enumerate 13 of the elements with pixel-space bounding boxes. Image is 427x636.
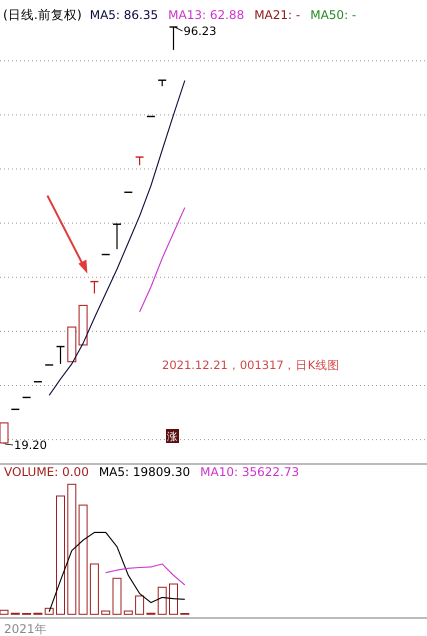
annotation: 2021.12.21，001317，日K线图: [162, 358, 340, 372]
legend-item: MA13: 62.88: [168, 8, 244, 22]
legend-item: MA21: -: [254, 8, 300, 22]
legend-item: VOLUME: 0.00: [4, 465, 89, 479]
chart-title: (日线.前复权): [3, 7, 82, 22]
legend-item: MA5: 86.35: [90, 8, 158, 22]
annotation: 涨: [167, 431, 178, 443]
legend-item: MA10: 35622.73: [200, 465, 300, 479]
annotation: 96.23: [184, 24, 216, 38]
legend-item: MA50: -: [310, 8, 356, 22]
x-axis-title: 2021年: [4, 622, 47, 636]
annotation: 19.20: [14, 438, 47, 452]
legend-item: MA5: 19809.30: [98, 465, 190, 479]
